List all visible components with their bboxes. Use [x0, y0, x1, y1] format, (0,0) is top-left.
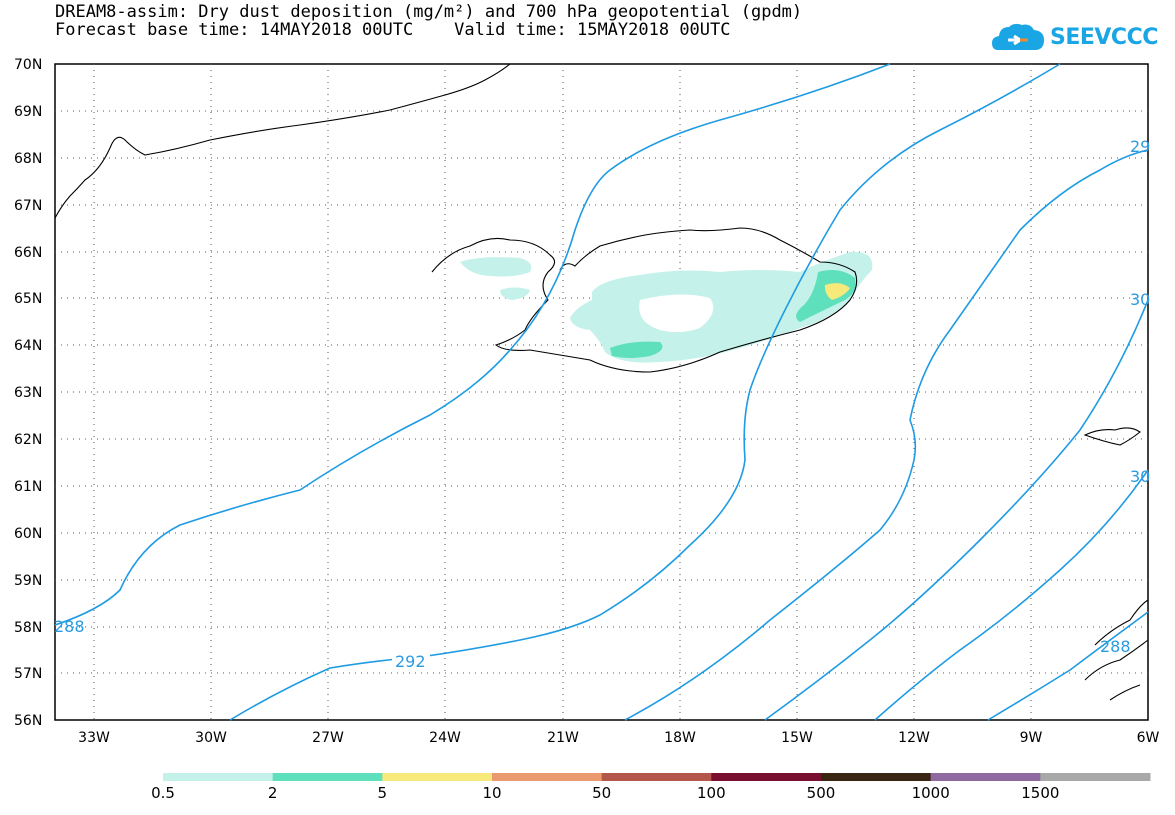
- lat-label: 65N: [14, 291, 42, 307]
- lat-label: 59N: [14, 573, 42, 589]
- lat-label: 68N: [14, 151, 42, 167]
- colorbar-label: 1000: [911, 784, 950, 802]
- lat-label: 66N: [14, 245, 42, 261]
- contour-label-bg: [392, 652, 430, 670]
- colorbar-segment: [382, 773, 493, 781]
- lat-label: 63N: [14, 385, 42, 401]
- colorbar-segment: [711, 773, 822, 781]
- colorbar-label: 10: [482, 784, 502, 802]
- lat-label: 64N: [14, 338, 42, 354]
- longitude-labels: 33W 30W 27W 24W 21W 18W 15W 12W 9W 6W: [78, 730, 1159, 746]
- colorbar-segment: [272, 773, 383, 781]
- colorbar-segment: [163, 773, 274, 781]
- lat-label: 57N: [14, 666, 42, 682]
- contour-label: 30: [1130, 290, 1150, 309]
- lat-label: 69N: [14, 104, 42, 120]
- seevccc-cloud-logo-icon: [992, 23, 1044, 50]
- latitude-labels: 70N 69N 68N 67N 66N 65N 64N 63N 62N 61N …: [14, 57, 42, 729]
- lat-label: 58N: [14, 620, 42, 636]
- colorbar-label: 1500: [1021, 784, 1060, 802]
- colorbar-segment: [601, 773, 712, 781]
- contour-label: 30: [1130, 467, 1150, 486]
- colorbar-label: 5: [377, 784, 388, 802]
- lon-label: 12W: [898, 730, 930, 746]
- lon-label: 24W: [429, 730, 461, 746]
- lat-label: 62N: [14, 432, 42, 448]
- contour-label: 288: [54, 617, 85, 636]
- dust-deposition-shading: [460, 251, 873, 363]
- colorbar-segment: [1040, 773, 1151, 781]
- lon-label: 33W: [78, 730, 110, 746]
- lat-label: 70N: [14, 57, 42, 73]
- colorbar-segment: [821, 773, 932, 781]
- lon-label: 30W: [195, 730, 227, 746]
- colorbar-label: 50: [592, 784, 612, 802]
- lat-label: 67N: [14, 198, 42, 214]
- lon-label: 21W: [547, 730, 579, 746]
- colorbar-segment: [930, 773, 1041, 781]
- colorbar-label: 100: [697, 784, 726, 802]
- contour-label: 292: [395, 652, 426, 671]
- map-title: DREAM8-assim: Dry dust deposition (mg/m²…: [55, 2, 803, 22]
- colorbar-label: 0.5: [151, 784, 175, 802]
- logo-text: SEEVCCC: [1050, 25, 1158, 50]
- colorbar-label: 500: [806, 784, 836, 802]
- lon-label: 18W: [664, 730, 696, 746]
- lon-label: 27W: [312, 730, 344, 746]
- lat-label: 56N: [14, 713, 42, 729]
- colorbar: [163, 773, 1151, 781]
- contour-label: 288: [1100, 637, 1131, 656]
- coastlines: [54, 63, 1149, 701]
- colorbar-label: 2: [267, 784, 278, 802]
- contour-label: 29: [1130, 137, 1150, 156]
- lon-label: 9W: [1020, 730, 1043, 746]
- map-subtitle: Forecast base time: 14MAY2018 00UTC Vali…: [55, 20, 731, 40]
- colorbar-segment: [492, 773, 603, 781]
- lat-label: 60N: [14, 526, 42, 542]
- lon-label: 15W: [781, 730, 813, 746]
- lon-label: 6W: [1137, 730, 1160, 746]
- lat-label: 61N: [14, 479, 42, 495]
